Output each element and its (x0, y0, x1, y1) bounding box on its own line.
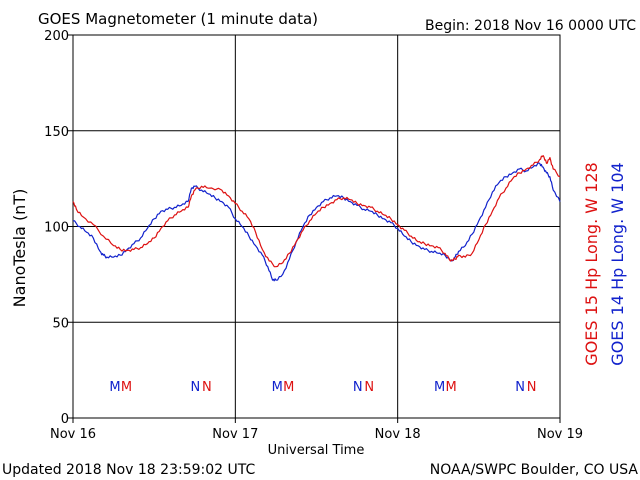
mn-markers: M N M N M NM N M N M N (109, 380, 536, 395)
grid-layer (68, 34, 561, 423)
mn-marker: N (202, 380, 212, 395)
mn-marker: N (364, 380, 374, 395)
mn-marker: N (353, 380, 363, 395)
begin-time: Begin: 2018 Nov 16 0000 UTC (425, 18, 636, 34)
y-axis-label: NanoTesla (nT) (10, 189, 29, 308)
mn-marker: M (121, 380, 132, 395)
updated-time: Updated 2018 Nov 18 23:59:02 UTC (2, 462, 255, 478)
x-tick-label: Nov 17 (212, 427, 258, 442)
x-tick-label: Nov 19 (537, 427, 583, 442)
mn-marker: M (434, 380, 445, 395)
mn-marker: N (527, 380, 537, 395)
series-line-goes14 (72, 162, 561, 282)
chart-title: GOES Magnetometer (1 minute data) (38, 10, 318, 28)
mn-marker: M (445, 380, 456, 395)
mn-marker: N (191, 380, 201, 395)
y-tick-labels: 0 50 100 150 200 (44, 29, 69, 427)
credit-text: NOAA/SWPC Boulder, CO USA (430, 462, 639, 478)
x-tick-label: Nov 16 (50, 427, 96, 442)
y-tick-label: 200 (44, 29, 69, 44)
mn-marker: M (109, 380, 120, 395)
x-axis-label: Universal Time (268, 443, 365, 458)
mn-marker: M (283, 380, 294, 395)
series-line-goes15 (72, 155, 561, 268)
mn-marker: M (272, 380, 283, 395)
y-tick-label: 50 (52, 316, 69, 331)
y-tick-label: 0 (61, 412, 69, 427)
series-layer (72, 155, 561, 282)
y-tick-label: 150 (44, 125, 69, 140)
x-tick-labels: Nov 16 Nov 17 Nov 18 Nov 19 (50, 427, 583, 442)
mn-marker: N (515, 380, 525, 395)
x-tick-label: Nov 18 (375, 427, 421, 442)
y-tick-label: 100 (44, 221, 69, 236)
legend-goes15: GOES 15 Hp Long. W 128 (582, 162, 601, 365)
legend-goes14: GOES 14 Hp Long. W 104 (608, 162, 627, 365)
